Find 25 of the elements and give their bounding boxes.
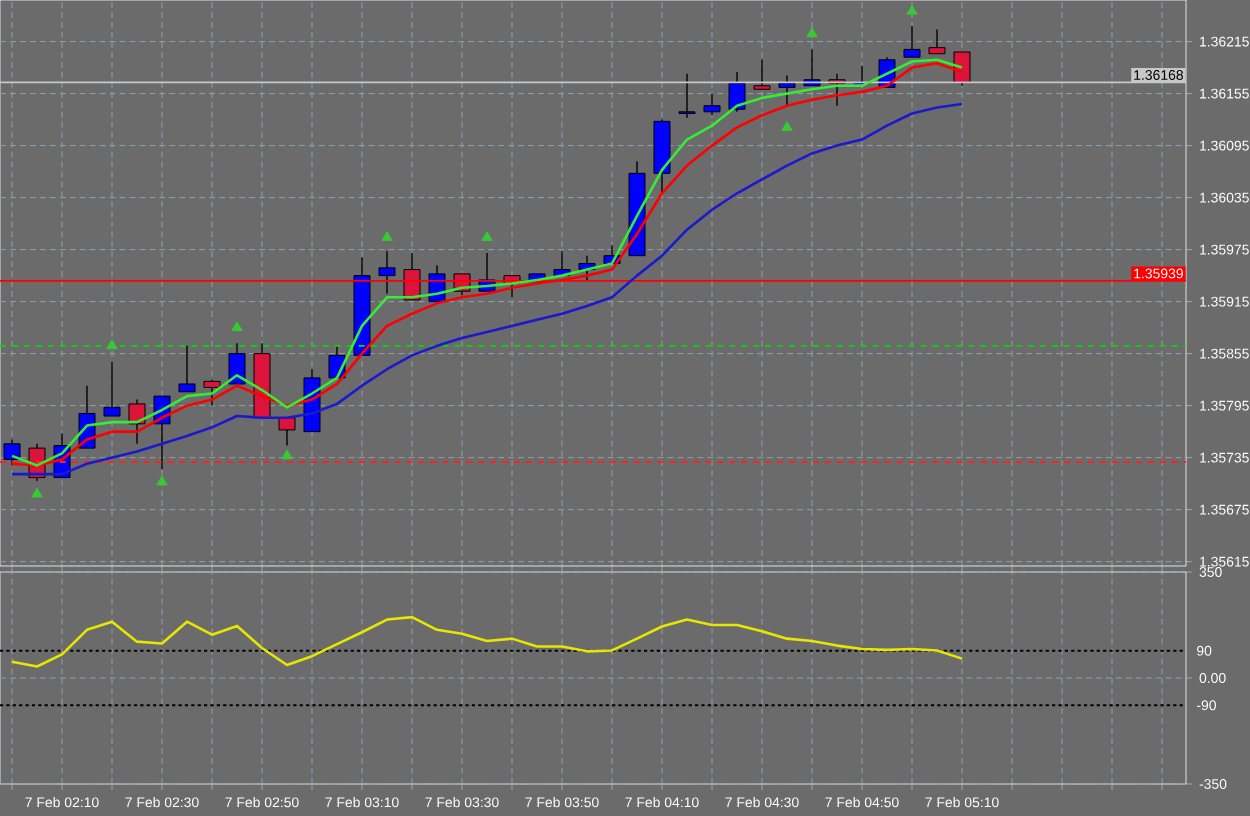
candlestick (178, 345, 196, 393)
candlestick (278, 417, 296, 447)
point (231, 321, 243, 332)
candlestick (778, 74, 796, 107)
candlestick (228, 342, 246, 385)
point (806, 27, 818, 38)
line-series (10, 615, 964, 668)
candlestick (903, 25, 921, 58)
point (481, 231, 493, 241)
candlestick (753, 59, 771, 90)
point (106, 339, 118, 350)
candlestick (3, 438, 21, 467)
candlestick (928, 28, 946, 55)
candlestick (378, 250, 396, 295)
candlestick (678, 72, 696, 119)
candlestick (203, 378, 221, 407)
point (381, 231, 393, 241)
point (31, 487, 43, 498)
point (906, 4, 918, 15)
candlestick (703, 92, 721, 116)
candlestick (728, 71, 746, 113)
point (281, 449, 293, 460)
point (156, 475, 168, 486)
candlestick (103, 360, 121, 417)
point (781, 121, 793, 131)
